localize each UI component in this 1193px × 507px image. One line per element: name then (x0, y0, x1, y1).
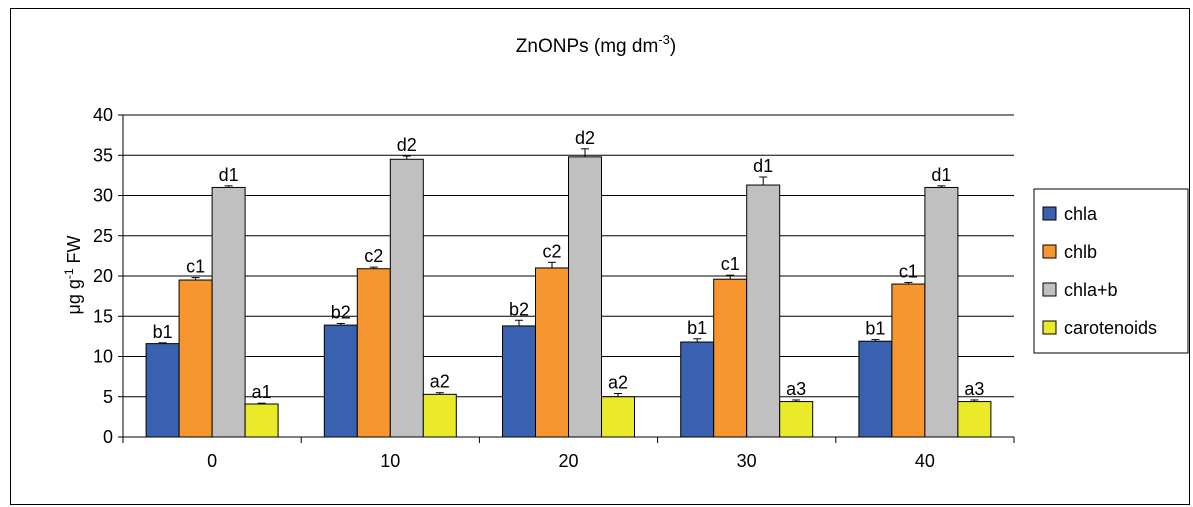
significance-label: a3 (786, 379, 806, 399)
bar-carotenoids (422, 393, 457, 438)
bar-chlb (356, 268, 391, 438)
x-tick-label: 30 (737, 451, 757, 471)
significance-label: c2 (364, 246, 383, 266)
legend-swatch (1042, 320, 1057, 335)
significance-label: d1 (219, 165, 239, 185)
bar-carotenoids (957, 401, 992, 438)
bar-chlb (891, 283, 926, 438)
bar-chla+b (568, 156, 602, 438)
x-axis-ticks: 0 10 20 30 40 (122, 437, 1015, 471)
bar-chlb (535, 267, 569, 438)
significance-label: d1 (931, 165, 951, 185)
significance-label: a2 (608, 373, 628, 393)
bar-chla (858, 340, 893, 438)
bar-chla+b (746, 184, 781, 438)
y-axis-label: μg g-1 FW (62, 235, 84, 314)
legend-label: carotenoids (1064, 318, 1157, 338)
x-tick-label: 20 (558, 451, 578, 471)
legend-swatch (1042, 282, 1057, 297)
y-tick-label: 10 (93, 347, 113, 367)
significance-label: c2 (542, 241, 561, 261)
significance-label: c1 (899, 261, 918, 281)
chart-title: ZnONPs (mg dm-3) (516, 32, 676, 57)
significance-label: b1 (865, 319, 885, 339)
bar-chlb (713, 278, 748, 438)
x-tick-label: 40 (915, 451, 935, 471)
significance-label: b2 (509, 299, 529, 319)
bar-carotenoids (779, 401, 814, 438)
chart-frame (10, 8, 1190, 505)
bar-carotenoids (244, 403, 279, 438)
legend-label: chlb (1064, 242, 1097, 262)
bar-labels: b1 c1 d1 a1 b2 c2 d2 a2 b2 c2 d2 a2 b1 c1 d1 a3 b1 c1 d1 a3 (153, 128, 985, 402)
significance-label: a2 (430, 372, 450, 392)
bar-chla (323, 324, 358, 438)
significance-label: b1 (153, 322, 173, 342)
bar-chla+b (924, 186, 959, 438)
y-tick-label: 25 (93, 226, 113, 246)
y-tick-label: 35 (93, 145, 113, 165)
significance-label: d2 (575, 128, 595, 148)
bar-chla+b (389, 158, 424, 438)
y-tick-label: 15 (93, 306, 113, 326)
bar-chlb (178, 279, 213, 438)
significance-label: b1 (687, 318, 707, 338)
legend-swatch (1042, 206, 1057, 221)
legend: chla chlb chla+b carotenoids (1033, 188, 1189, 354)
legend-label: chla (1064, 204, 1098, 224)
y-axis-ticks: 0 5 10 15 20 25 30 35 40 (93, 105, 123, 447)
y-tick-label: 30 (93, 186, 113, 206)
bar-chla (502, 325, 536, 438)
significance-label: d2 (397, 135, 417, 155)
y-tick-label: 0 (103, 427, 113, 447)
significance-label: b2 (331, 302, 351, 322)
bar-chla (680, 341, 715, 438)
significance-label: c1 (186, 257, 205, 277)
bar-chla+b (211, 186, 246, 438)
legend-swatch (1042, 244, 1057, 259)
y-tick-label: 5 (103, 387, 113, 407)
y-tick-label: 40 (93, 105, 113, 125)
bar-carotenoids (601, 396, 635, 438)
significance-label: d1 (753, 156, 773, 176)
legend-box (1033, 188, 1189, 354)
y-tick-label: 20 (93, 266, 113, 286)
bars (145, 148, 992, 438)
significance-label: a1 (252, 382, 272, 402)
bar-chla (145, 343, 180, 438)
x-tick-label: 0 (207, 451, 217, 471)
significance-label: a3 (964, 379, 984, 399)
x-tick-label: 10 (380, 451, 400, 471)
significance-label: c1 (721, 254, 740, 274)
legend-label: chla+b (1064, 280, 1118, 300)
